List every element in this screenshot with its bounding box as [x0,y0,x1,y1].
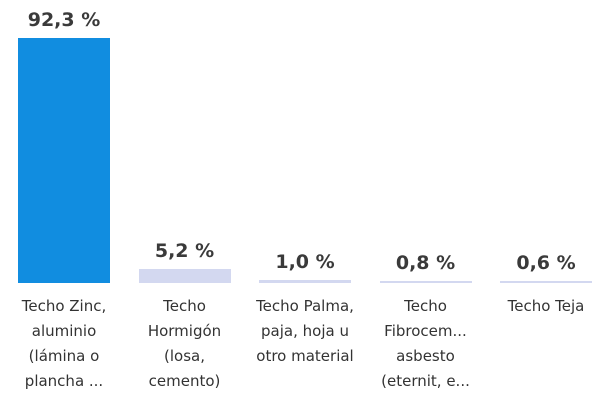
value-label: 0,8 % [395,251,456,274]
value-label: 1,0 % [275,251,335,274]
value-label: 0,6 % [516,252,576,274]
bar [138,269,231,283]
category-label: Techo Palma, paja, hoja u otro material [256,297,354,365]
category-label: Techo Zinc, aluminio (lámina o plancha .… [21,297,107,390]
bar [18,38,110,283]
value-label: 92,3 % [27,9,101,31]
bar [500,281,592,283]
category-label: Techo Teja [507,297,585,315]
value-label: 5,2 % [154,240,215,263]
bar [259,280,351,283]
category-label: Techo Hormigón (losa, cemento) [147,297,222,390]
bar [379,280,472,283]
category-label: Techo Fibrocem... asbesto (eternit, e... [381,297,470,390]
